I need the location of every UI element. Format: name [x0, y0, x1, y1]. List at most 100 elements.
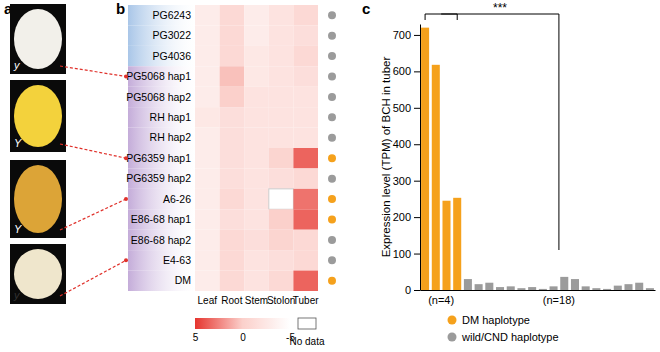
- row-band: [128, 107, 195, 127]
- photo-frame: [10, 80, 66, 152]
- haplotype-dot: [328, 134, 336, 142]
- heatmap-cell: [195, 271, 220, 291]
- row-label: PG5068 hap2: [126, 91, 191, 103]
- photo-frame: [10, 244, 66, 304]
- row-band: [128, 46, 195, 66]
- row-label: RH hap2: [150, 131, 192, 143]
- heatmap-cell: [244, 168, 269, 188]
- bar: [517, 288, 525, 290]
- row-band: [128, 189, 195, 209]
- row-label: PG6243: [152, 9, 191, 21]
- heatmap-cell: [244, 230, 269, 250]
- heatmap-cell: [293, 250, 318, 270]
- heatmap-cell: [195, 25, 220, 45]
- legend-label: DM haplotype: [462, 314, 530, 326]
- heatmap-cell: [220, 5, 245, 25]
- photo-link: [60, 260, 126, 296]
- column-label: Leaf: [198, 295, 218, 306]
- haplotype-dot: [328, 154, 336, 162]
- photo-label: y: [13, 59, 21, 71]
- row-band: [128, 5, 195, 25]
- haplotype-dot: [328, 256, 336, 264]
- y-tick: 0: [405, 284, 420, 296]
- heatmap-cell: [244, 66, 269, 86]
- row-band: [128, 271, 195, 291]
- photo-link: [60, 144, 126, 158]
- photo-link-end: [124, 258, 128, 262]
- y-tick: 200: [393, 211, 420, 223]
- legend-label: wild/CND haplotype: [461, 331, 559, 343]
- y-tick-line: [414, 35, 420, 36]
- bar: [507, 286, 515, 290]
- bar: [550, 286, 558, 290]
- y-tick-line: [414, 217, 420, 218]
- colorbar-line: [196, 329, 291, 330]
- photo-link-end: [124, 75, 128, 79]
- heatmap-cell: [195, 128, 220, 148]
- heatmap-cell: [220, 25, 245, 45]
- bar: [442, 201, 450, 290]
- potato: [14, 249, 62, 299]
- haplotype-dot: [328, 93, 336, 101]
- heatmap-cell: [269, 46, 294, 66]
- group-size-label: (n=18): [543, 294, 575, 306]
- heatmap-cell: [293, 25, 318, 45]
- heatmap-cell: [244, 189, 269, 209]
- significance-label: ***: [493, 1, 507, 15]
- haplotype-dot: [328, 195, 336, 203]
- y-tick-label: 0: [405, 284, 411, 296]
- row-band: [128, 128, 195, 148]
- heatmap-cell: [293, 209, 318, 229]
- haplotype-dot: [328, 73, 336, 81]
- heatmap-cell: [269, 209, 294, 229]
- heatmap-cell: [293, 271, 318, 291]
- bars: [421, 28, 654, 290]
- heatmap-cell: [244, 128, 269, 148]
- heatmap-cell: [269, 128, 294, 148]
- heatmap-cell: [269, 230, 294, 250]
- y-tick-label: 600: [393, 65, 411, 77]
- heatmap-cell: [220, 230, 245, 250]
- photo-link-end: [124, 197, 128, 201]
- row-label: PG6359 hap1: [126, 152, 191, 164]
- row-label: RH hap1: [150, 111, 192, 123]
- bar: [432, 65, 440, 290]
- bar: [603, 289, 611, 290]
- bar: [582, 286, 590, 290]
- y-tick-label: 200: [393, 211, 411, 223]
- haplotype-dot: [328, 175, 336, 183]
- heatmap-cell: [269, 5, 294, 25]
- figure: bPG6243PG3022PG4036PG5068 hap1PG5068 hap…: [0, 0, 660, 352]
- x-axis-line: [421, 290, 656, 291]
- heatmap-cells: [195, 5, 318, 291]
- heatmap-cell: [269, 168, 294, 188]
- heatmap-cell: [269, 107, 294, 127]
- heatmap-cell: [293, 66, 318, 86]
- panel-label: b: [116, 0, 125, 17]
- legend-marker: [448, 333, 457, 342]
- y-tick: 100: [393, 248, 420, 260]
- colorbar: [195, 318, 290, 329]
- panel-label: c: [362, 0, 370, 17]
- heatmap-cell: [220, 87, 245, 107]
- bar: [571, 279, 579, 290]
- x-axis: [421, 290, 656, 292]
- y-tick-line: [414, 144, 420, 145]
- heatmap-cell: [195, 230, 220, 250]
- bar: [624, 284, 632, 290]
- photo-link-end: [124, 156, 128, 160]
- heatmap-cell: [269, 25, 294, 45]
- heatmap-cell: [195, 66, 220, 86]
- row-label: PG6359 hap2: [126, 172, 191, 184]
- bar: [539, 289, 547, 290]
- heatmap-cell: [220, 148, 245, 168]
- heatmap-cell: [293, 46, 318, 66]
- colorbar-axis: 50-5: [193, 329, 296, 343]
- heatmap-cell: [220, 107, 245, 127]
- bracket-line: [425, 14, 426, 20]
- heatmap-cell: [293, 189, 318, 209]
- bar: [614, 286, 622, 290]
- bar: [528, 287, 536, 290]
- row-label: E86-68 hap2: [131, 234, 191, 246]
- significance-bracket: [425, 14, 559, 250]
